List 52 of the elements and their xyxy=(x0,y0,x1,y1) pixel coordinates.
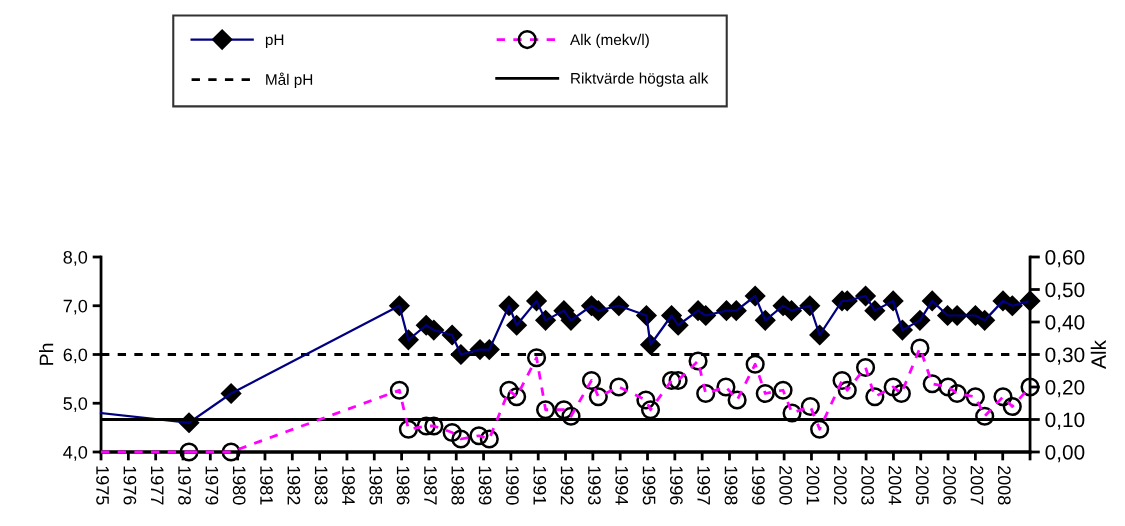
x-tick-label: 2003 xyxy=(861,466,875,505)
x-tick-label: 1979 xyxy=(205,466,219,505)
x-tick-label: 1995 xyxy=(642,466,656,505)
x-tick-label: 1978 xyxy=(178,466,191,505)
y2-tick-label: 0,60 xyxy=(1045,250,1085,268)
legend-label: Riktvärde högsta alk xyxy=(571,72,709,87)
y-tick-label: 6,0 xyxy=(63,348,88,364)
y-tick-label: 7,0 xyxy=(63,299,88,315)
x-tick-label: 2000 xyxy=(779,466,793,505)
legend-label: pH xyxy=(265,34,284,49)
y2-tick-label: 0,20 xyxy=(1045,380,1085,398)
x-tick-label: 1999 xyxy=(751,466,765,505)
x-tick-label: 1994 xyxy=(615,466,629,505)
x-tick-label: 1988 xyxy=(451,466,465,505)
x-tick-label: 2005 xyxy=(915,466,929,505)
x-tick-label: 1997 xyxy=(697,466,711,505)
legend-label: Mål pH xyxy=(266,72,313,89)
x-tick-label: 1984 xyxy=(342,466,355,505)
y2-tick-label: 0,10 xyxy=(1045,412,1085,430)
x-tick-label: 1990 xyxy=(506,466,519,505)
x-tick-label: 2001 xyxy=(806,466,820,505)
x-tick-label: 2006 xyxy=(943,466,957,505)
y2-tick-label: 0,40 xyxy=(1045,315,1085,333)
y2-tick-label: 0,30 xyxy=(1045,347,1085,365)
x-tick-label: 1981 xyxy=(260,466,273,505)
x-tick-label: 1993 xyxy=(588,466,601,505)
x-tick-label: 1982 xyxy=(287,466,301,505)
x-tick-label: 1987 xyxy=(424,466,437,505)
y2-tick-label: 0,50 xyxy=(1045,282,1085,300)
y-axis-title: Ph xyxy=(39,343,54,365)
x-tick-label: 1983 xyxy=(314,466,328,505)
y2-axis-title: Alk xyxy=(1090,340,1106,369)
x-tick-label: 2007 xyxy=(970,466,984,505)
y-tick-label: 4,0 xyxy=(63,445,88,461)
x-tick-label: 1992 xyxy=(560,466,574,505)
x-tick-label: 1977 xyxy=(150,466,164,505)
legend-label: Alk (mekv/l) xyxy=(570,33,649,49)
y2-tick-label: 0,00 xyxy=(1045,444,1085,463)
y-tick-label: 8,0 xyxy=(63,250,88,266)
x-tick-label: 2008 xyxy=(997,466,1011,505)
x-tick-label: 1991 xyxy=(533,466,547,505)
x-tick-label: 1980 xyxy=(232,466,246,505)
x-tick-label: 1976 xyxy=(123,466,137,505)
x-tick-label: 1989 xyxy=(478,466,492,505)
x-tick-label: 1996 xyxy=(669,466,683,505)
x-tick-label: 1998 xyxy=(724,466,738,505)
x-tick-label: 1985 xyxy=(369,466,383,505)
x-tick-label: 2002 xyxy=(833,466,847,505)
x-tick-label: 1975 xyxy=(96,466,109,505)
y-tick-label: 5,0 xyxy=(63,397,88,413)
x-tick-label: 1986 xyxy=(396,466,410,505)
x-tick-label: 2004 xyxy=(888,466,902,505)
